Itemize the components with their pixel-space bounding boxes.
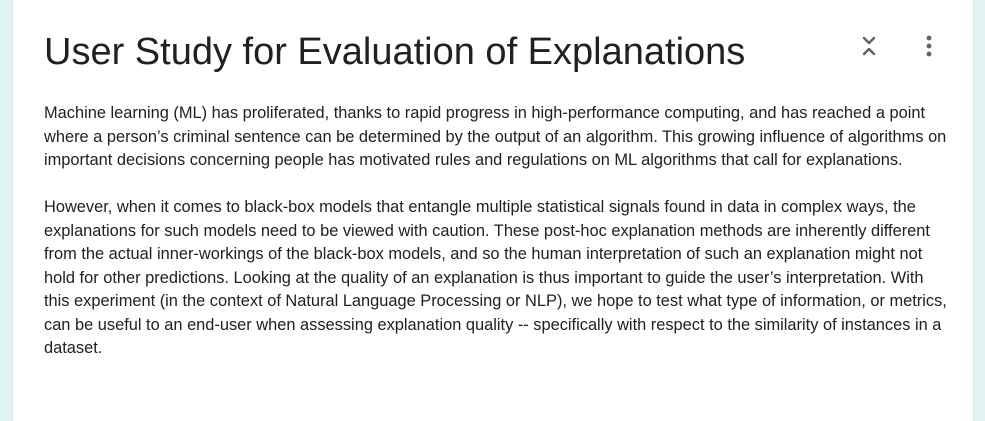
unfold-less-icon <box>862 36 876 56</box>
form-header-card: User Study for Evaluation of Explanation… <box>13 0 973 421</box>
more-options-button[interactable] <box>916 33 942 59</box>
form-description: Machine learning (ML) has proliferated, … <box>44 102 949 384</box>
collapse-button[interactable] <box>856 33 882 59</box>
description-paragraph-1: Machine learning (ML) has proliferated, … <box>44 104 947 169</box>
description-paragraph-2: However, when it comes to black-box mode… <box>44 198 947 357</box>
form-title: User Study for Evaluation of Explanation… <box>44 31 746 73</box>
more-vert-icon <box>926 35 932 57</box>
